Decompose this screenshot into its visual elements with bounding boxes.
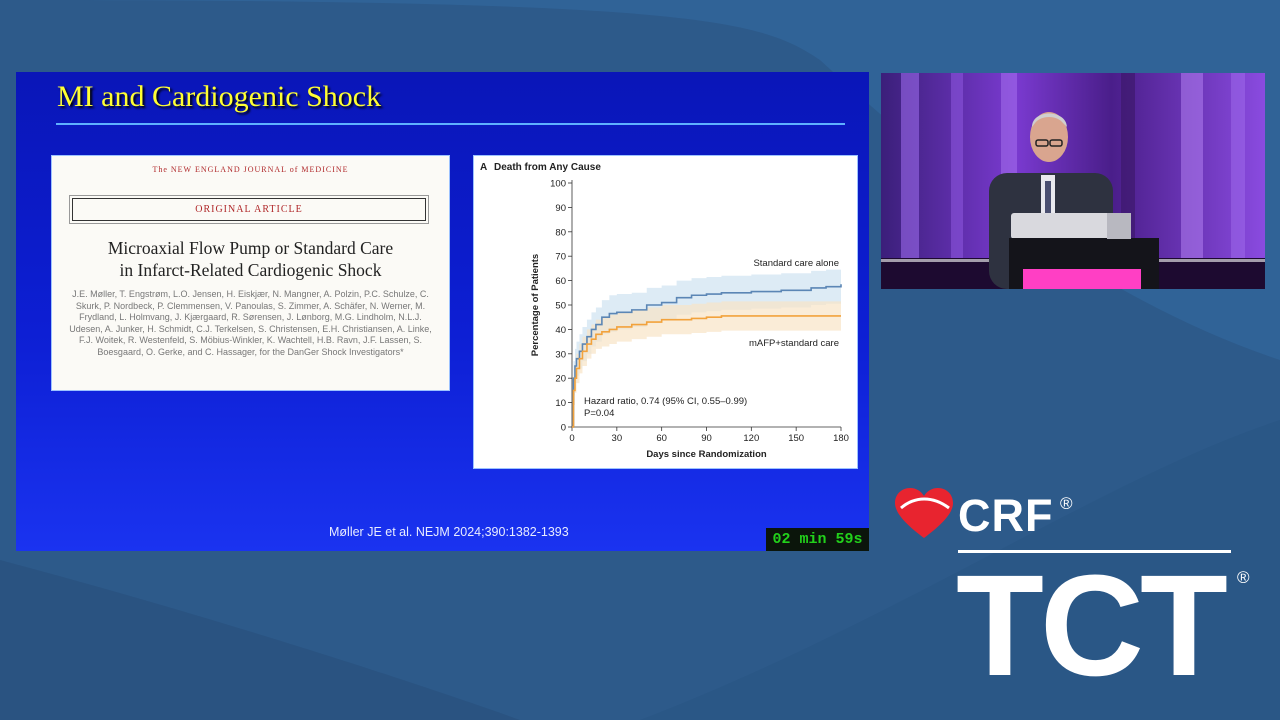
p-value-annotation: P=0.04	[584, 408, 614, 419]
tct-wordmark: TCT	[956, 545, 1228, 706]
x-tick-label: 60	[656, 433, 667, 444]
series-label-mafp: mAFP+standard care	[749, 338, 839, 349]
y-axis-title: Percentage of Patients	[530, 254, 541, 356]
series-line-1	[572, 315, 841, 428]
y-tick-label: 90	[555, 203, 566, 214]
km-chart-panel: A Death from Any Cause 0 10 20 30 40 50 60 70 80 90…	[473, 155, 858, 469]
chart-panel-label: A	[480, 162, 487, 173]
y-tick-label: 20	[555, 374, 566, 385]
crf-registered-mark: ®	[1060, 494, 1073, 513]
presentation-slide: MI and Cardiogenic Shock The NEW ENGLAND…	[16, 72, 869, 551]
y-tick-label: 40	[555, 325, 566, 336]
y-tick-label: 80	[555, 227, 566, 238]
y-tick-label: 70	[555, 252, 566, 263]
logo-divider	[958, 550, 1231, 553]
tct-registered-mark: ®	[1237, 568, 1250, 587]
journal-name: The NEW ENGLAND JOURNAL of MEDICINE	[152, 165, 349, 174]
article-authors: J.E. Møller, T. Engstrøm, L.O. Jensen, H…	[69, 289, 432, 357]
ci-band-1	[572, 301, 841, 427]
series-label-standard-care: Standard care alone	[753, 258, 839, 269]
x-axis-title: Days since Randomization	[646, 449, 767, 460]
y-tick-label: 30	[555, 349, 566, 360]
article-title: Microaxial Flow Pump or Standard Care in…	[52, 237, 449, 281]
x-tick-label: 0	[569, 433, 574, 444]
crf-tct-logo	[895, 488, 953, 538]
x-tick-label: 180	[833, 433, 849, 444]
title-divider	[56, 123, 845, 125]
y-tick-label: 60	[555, 276, 566, 287]
article-type-label: ORIGINAL ARTICLE	[72, 198, 426, 221]
y-tick-label: 50	[555, 301, 566, 312]
article-title-line-1: Microaxial Flow Pump or Standard Care	[107, 238, 394, 258]
citation: Møller JE et al. NEJM 2024;390:1382-1393	[329, 525, 569, 539]
speaker-video-frame	[881, 73, 1265, 289]
x-tick-label: 150	[788, 433, 804, 444]
article-title-line-2: in Infarct-Related Cardiogenic Shock	[119, 260, 382, 280]
y-tick-label: 100	[550, 179, 566, 190]
x-tick-label: 90	[701, 433, 712, 444]
article-header-card: The NEW ENGLAND JOURNAL of MEDICINE ORIG…	[51, 155, 450, 391]
y-tick-label: 10	[555, 398, 566, 409]
crf-wordmark: CRF	[958, 490, 1054, 541]
series-line-0	[572, 284, 842, 428]
chart-title: Death from Any Cause	[494, 162, 601, 173]
speaker-video	[881, 73, 1265, 289]
km-chart: A Death from Any Cause 0 10 20 30 40 50 60 70 80 90…	[480, 162, 849, 460]
crf-heart-icon	[895, 488, 953, 538]
slide-title: MI and Cardiogenic Shock	[57, 80, 382, 113]
hazard-ratio-annotation: Hazard ratio, 0.74 (95% CI, 0.55–0.99)	[584, 396, 747, 407]
x-tick-label: 30	[612, 433, 623, 444]
y-tick-label: 0	[561, 423, 566, 434]
x-tick-label: 120	[743, 433, 759, 444]
countdown-timer: 02 min 59s	[766, 528, 869, 551]
